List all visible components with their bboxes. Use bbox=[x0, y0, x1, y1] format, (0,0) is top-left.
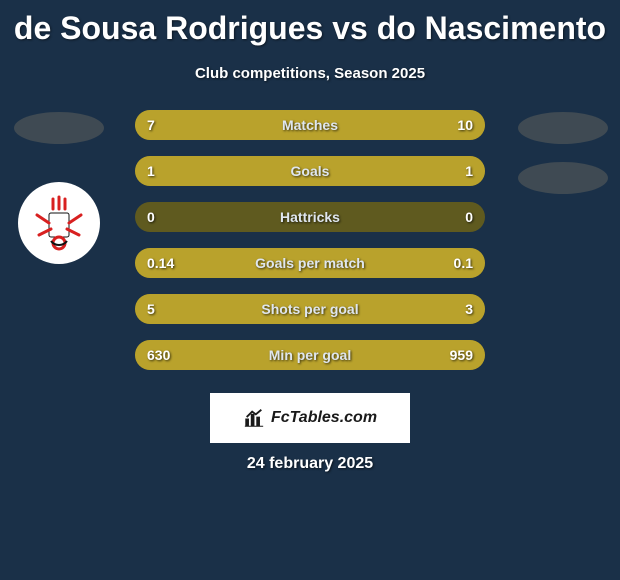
stat-row: 710Matches bbox=[135, 110, 485, 140]
date-label: 24 february 2025 bbox=[0, 455, 620, 473]
club-crest-icon bbox=[29, 193, 89, 253]
page-title: de Sousa Rodrigues vs do Nascimento bbox=[0, 0, 620, 47]
player-badge-left bbox=[14, 112, 104, 144]
stat-label: Matches bbox=[135, 110, 485, 140]
stat-label: Hattricks bbox=[135, 202, 485, 232]
branding-text: FcTables.com bbox=[271, 409, 377, 427]
stat-label: Goals per match bbox=[135, 248, 485, 278]
club-logo bbox=[18, 182, 100, 264]
stat-label: Min per goal bbox=[135, 340, 485, 370]
stat-row: 11Goals bbox=[135, 156, 485, 186]
stat-row: 630959Min per goal bbox=[135, 340, 485, 370]
branding-badge: FcTables.com bbox=[210, 393, 410, 443]
stat-label: Goals bbox=[135, 156, 485, 186]
player-badge-right bbox=[518, 112, 608, 144]
stats-bar-chart: 710Matches 11Goals 00Hattricks 0.140.1Goals… bbox=[135, 110, 485, 386]
stat-row: 53Shots per goal bbox=[135, 294, 485, 324]
stat-row: 00Hattricks bbox=[135, 202, 485, 232]
stat-row: 0.140.1Goals per match bbox=[135, 248, 485, 278]
chart-icon bbox=[243, 407, 265, 429]
stat-label: Shots per goal bbox=[135, 294, 485, 324]
page-subtitle: Club competitions, Season 2025 bbox=[0, 65, 620, 82]
player-badge-right bbox=[518, 162, 608, 194]
